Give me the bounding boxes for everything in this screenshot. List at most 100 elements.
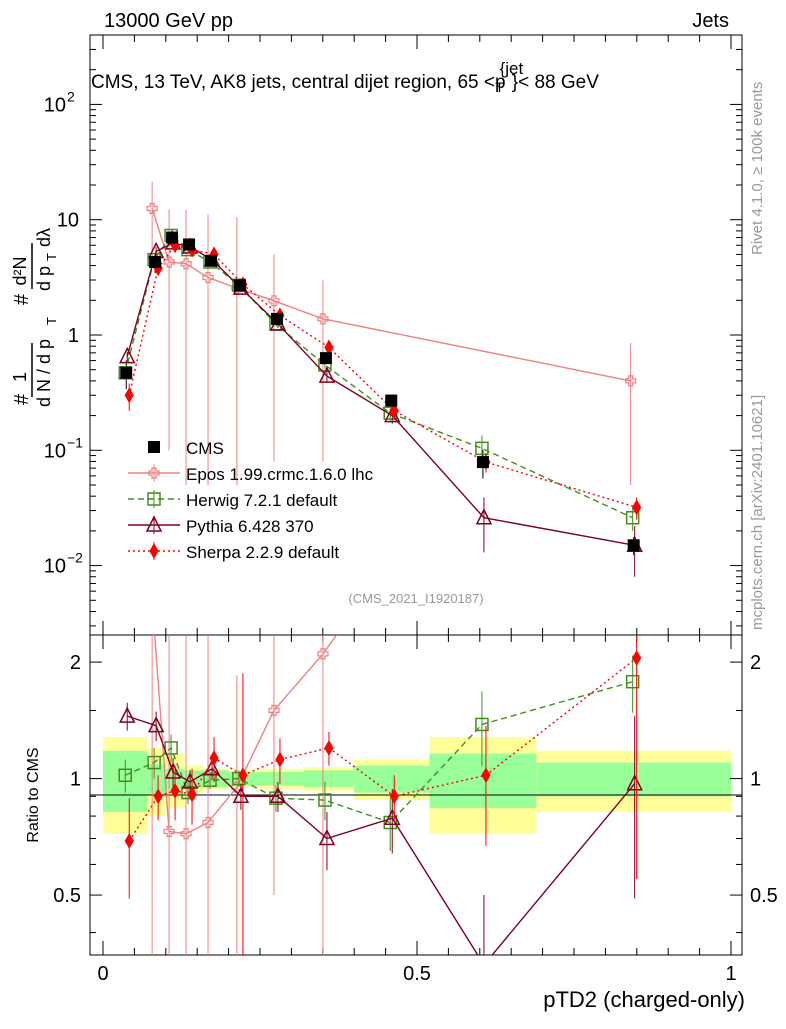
ratio-marker	[324, 739, 334, 756]
main-y-axis-label: # 1 d N / d p T # d²N d p T dλ	[10, 228, 59, 407]
marker-cross	[317, 313, 329, 325]
series-marker	[625, 510, 640, 525]
x-tick-label: 0.5	[403, 963, 431, 985]
svg-text:T: T	[44, 253, 59, 261]
cms-data-point	[120, 366, 133, 379]
series-marker	[318, 366, 336, 383]
marker-cross	[180, 258, 192, 270]
ratio-series-layer	[118, 220, 643, 971]
marker-cross	[202, 816, 214, 829]
plot-title: CMS, 13 TeV, AK8 jets, central dijet reg…	[91, 59, 599, 95]
y-tick-label: 10	[44, 556, 66, 578]
cms-data-point	[205, 254, 218, 267]
series-marker	[317, 313, 329, 325]
marker-cross	[625, 375, 637, 387]
ratio-marker	[232, 786, 250, 804]
svg-text:d p: d p	[34, 266, 54, 291]
series-marker	[475, 508, 493, 525]
y-tick-label: 10	[44, 94, 66, 116]
ratio-marker	[275, 751, 285, 768]
marker-cross	[626, 220, 636, 230]
legend-label: Herwig 7.2.1 default	[186, 491, 337, 510]
ratio-marker	[475, 717, 489, 732]
marker-cross	[148, 467, 160, 479]
y-tick-label: 10	[44, 440, 66, 462]
marker-cross	[268, 704, 280, 717]
ratio-epos	[147, 220, 636, 955]
ratio-y-tick-label: 1	[70, 769, 81, 791]
legend-label: Pythia 6.428 370	[186, 517, 314, 536]
ratio-marker	[202, 816, 214, 829]
legend-marker	[145, 515, 163, 532]
ratio-marker	[147, 716, 165, 733]
series-marker	[124, 387, 134, 404]
ratio-band-stat	[536, 762, 731, 797]
ratio-line	[127, 715, 636, 955]
cms-data-point	[270, 312, 283, 325]
ratio-marker	[625, 674, 640, 689]
legend-label: Sherpa 2.2.9 default	[186, 543, 339, 562]
series-marker	[475, 441, 489, 456]
main-series-layer	[118, 181, 643, 577]
marker-cross	[147, 595, 157, 605]
legend-marker	[147, 492, 161, 506]
ratio-marker	[147, 595, 157, 605]
legend-label-cms: CMS	[186, 439, 224, 458]
series-marker	[180, 258, 192, 270]
series-marker	[146, 202, 158, 215]
series-marker	[625, 375, 637, 387]
x-tick-label: 0	[97, 963, 108, 985]
ratio-marker	[318, 793, 332, 807]
ratio-marker	[164, 741, 178, 755]
ratio-line	[154, 635, 338, 835]
series-marker	[202, 271, 214, 284]
series-marker	[163, 256, 175, 268]
x-axis-label: pTD2 (charged-only)	[543, 987, 745, 1012]
ratio-marker	[187, 786, 197, 803]
ratio-marker	[384, 808, 401, 825]
ratio-marker	[389, 788, 399, 805]
ratio-marker	[317, 648, 329, 660]
rivet-version-text: Rivet 4.1.0, ≥ 100k events	[749, 82, 766, 255]
legend-label: Epos 1.99.crmc.1.6.0 lhc	[186, 465, 374, 484]
legend-marker	[149, 542, 159, 560]
cms-data-point	[476, 456, 489, 469]
ratio-marker	[118, 768, 132, 783]
marker-cross	[268, 295, 280, 307]
ratio-marker	[477, 957, 491, 971]
cms-data-point	[166, 231, 179, 244]
ratio-y-tick-label-right: 1	[750, 769, 761, 791]
ratio-line	[128, 657, 638, 842]
ratio-band-stat	[354, 765, 430, 793]
ratio-marker	[163, 825, 175, 838]
ratio-marker	[119, 706, 136, 723]
ratio-marker	[626, 774, 643, 791]
cms-data-point	[183, 238, 196, 251]
ratio-band-stat	[303, 770, 355, 788]
marker-cross	[163, 256, 175, 268]
series-marker	[119, 346, 136, 364]
marker-cross	[202, 271, 214, 284]
ratio-y-tick-label-right: 2	[750, 652, 761, 674]
series-marker	[268, 295, 280, 307]
svg-text:d²N: d²N	[10, 256, 30, 285]
ratio-y-tick-label: 2	[70, 652, 81, 674]
svg-text:d N / d p: d N / d p	[34, 339, 54, 407]
ratio-marker	[124, 832, 134, 849]
cms-data-point	[385, 394, 398, 407]
y-tick-label: 1	[68, 325, 79, 347]
ratio-marker	[153, 788, 163, 805]
legend-marker	[148, 467, 160, 479]
ratio-y-axis-label: Ratio to CMS	[25, 747, 42, 842]
cms-data-point	[233, 279, 246, 292]
svg-text:dλ: dλ	[34, 228, 54, 247]
cms-data-point	[627, 539, 640, 552]
mcplots-credit-text: mcplots.cern.ch [arXiv:2401.10621]	[749, 395, 766, 630]
ratio-marker	[269, 786, 287, 804]
ratio-band-stat	[260, 771, 304, 786]
series-marker	[632, 499, 642, 516]
ratio-pythia	[119, 702, 643, 971]
y-tick-label-exponent: −2	[67, 550, 83, 566]
cms-data-point	[149, 255, 162, 268]
